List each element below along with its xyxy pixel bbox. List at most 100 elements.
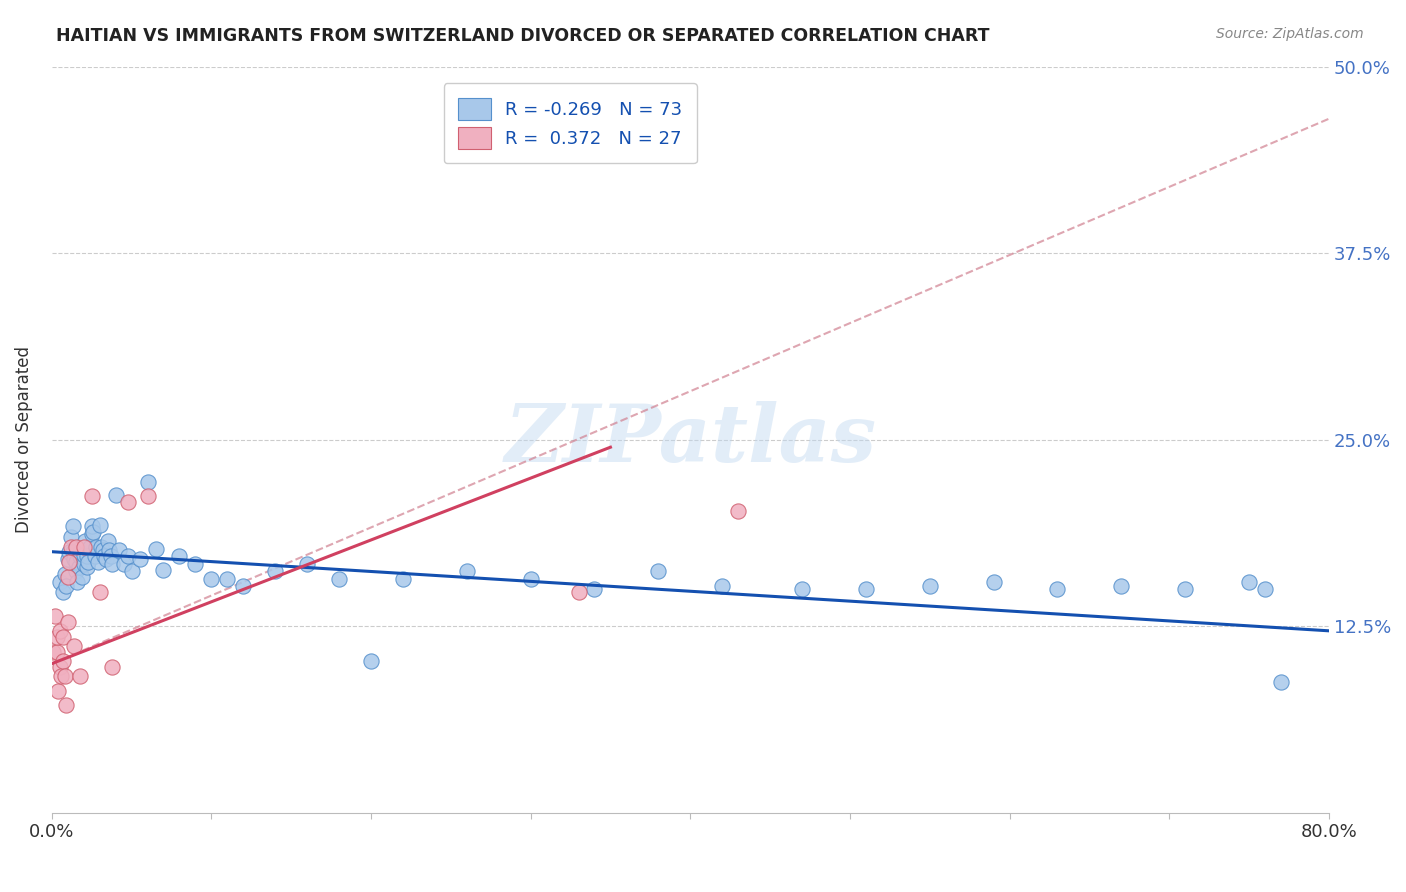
Text: HAITIAN VS IMMIGRANTS FROM SWITZERLAND DIVORCED OR SEPARATED CORRELATION CHART: HAITIAN VS IMMIGRANTS FROM SWITZERLAND D… [56, 27, 990, 45]
Point [48, 659, 70, 673]
Point [56, 615, 79, 629]
Point [55, 698, 77, 713]
Point [82, 525, 104, 540]
Point [583, 582, 606, 596]
Point [1109, 579, 1132, 593]
Point [264, 564, 287, 578]
Point [58, 544, 80, 558]
Point [91, 543, 114, 558]
Point [65, 564, 87, 578]
Point [567, 585, 589, 599]
Point [169, 549, 191, 564]
Point [790, 582, 813, 596]
Point [101, 659, 124, 673]
Point [200, 572, 222, 586]
Point [69, 544, 91, 558]
Point [89, 517, 111, 532]
Point [77, 555, 100, 569]
Point [136, 490, 159, 504]
Point [184, 557, 207, 571]
Point [117, 549, 139, 564]
Point [55, 579, 77, 593]
Point [65, 540, 87, 554]
Point [73, 548, 96, 562]
Point [121, 564, 143, 578]
Point [392, 572, 415, 586]
Point [65, 555, 87, 569]
Point [918, 579, 941, 593]
Point [983, 574, 1005, 589]
Point [97, 534, 120, 549]
Point [1174, 582, 1197, 596]
Point [59, 530, 82, 544]
Point [42, 645, 65, 659]
Point [80, 490, 103, 504]
Point [62, 544, 84, 558]
Point [86, 540, 108, 554]
Point [360, 654, 382, 668]
Point [100, 549, 122, 564]
Point [52, 585, 75, 599]
Legend: R = -0.269   N = 73, R =  0.372   N = 27: R = -0.269 N = 73, R = 0.372 N = 27 [444, 83, 697, 163]
Point [75, 534, 97, 549]
Point [647, 564, 669, 578]
Point [45, 630, 67, 644]
Point [112, 557, 135, 571]
Point [80, 519, 103, 533]
Point [52, 630, 75, 644]
Point [107, 543, 129, 558]
Point [1254, 582, 1277, 596]
Point [855, 582, 877, 596]
Point [711, 579, 734, 593]
Point [519, 572, 541, 586]
Point [136, 475, 159, 489]
Point [727, 504, 749, 518]
Point [58, 555, 80, 569]
Point [328, 572, 350, 586]
Point [73, 540, 96, 554]
Point [51, 668, 73, 682]
Point [90, 540, 112, 554]
Point [128, 552, 150, 566]
Point [152, 563, 174, 577]
Point [63, 639, 86, 653]
Point [56, 552, 79, 566]
Point [93, 549, 115, 564]
Point [87, 555, 110, 569]
Point [67, 559, 90, 574]
Point [89, 585, 111, 599]
Point [46, 683, 69, 698]
Point [73, 557, 96, 571]
Point [1046, 582, 1069, 596]
Point [456, 564, 478, 578]
Point [63, 552, 86, 566]
Point [104, 488, 127, 502]
Point [80, 526, 103, 541]
Point [48, 574, 70, 589]
Point [94, 552, 117, 566]
Point [76, 559, 98, 574]
Point [1237, 574, 1260, 589]
Point [44, 608, 66, 623]
Point [69, 549, 91, 564]
Text: Source: ZipAtlas.com: Source: ZipAtlas.com [1216, 27, 1364, 41]
Point [1270, 674, 1292, 689]
Point [117, 495, 139, 509]
Point [56, 570, 79, 584]
Point [76, 549, 98, 564]
Point [52, 654, 75, 668]
Point [45, 645, 67, 659]
Point [48, 624, 70, 638]
Point [66, 574, 89, 589]
Point [98, 543, 121, 558]
Point [59, 540, 82, 554]
Point [53, 668, 76, 682]
Point [295, 557, 318, 571]
Point [83, 549, 105, 564]
Point [62, 519, 84, 533]
Point [232, 579, 254, 593]
Y-axis label: Divorced or Separated: Divorced or Separated [15, 346, 32, 533]
Point [79, 540, 101, 554]
Point [69, 668, 91, 682]
Point [70, 570, 93, 584]
